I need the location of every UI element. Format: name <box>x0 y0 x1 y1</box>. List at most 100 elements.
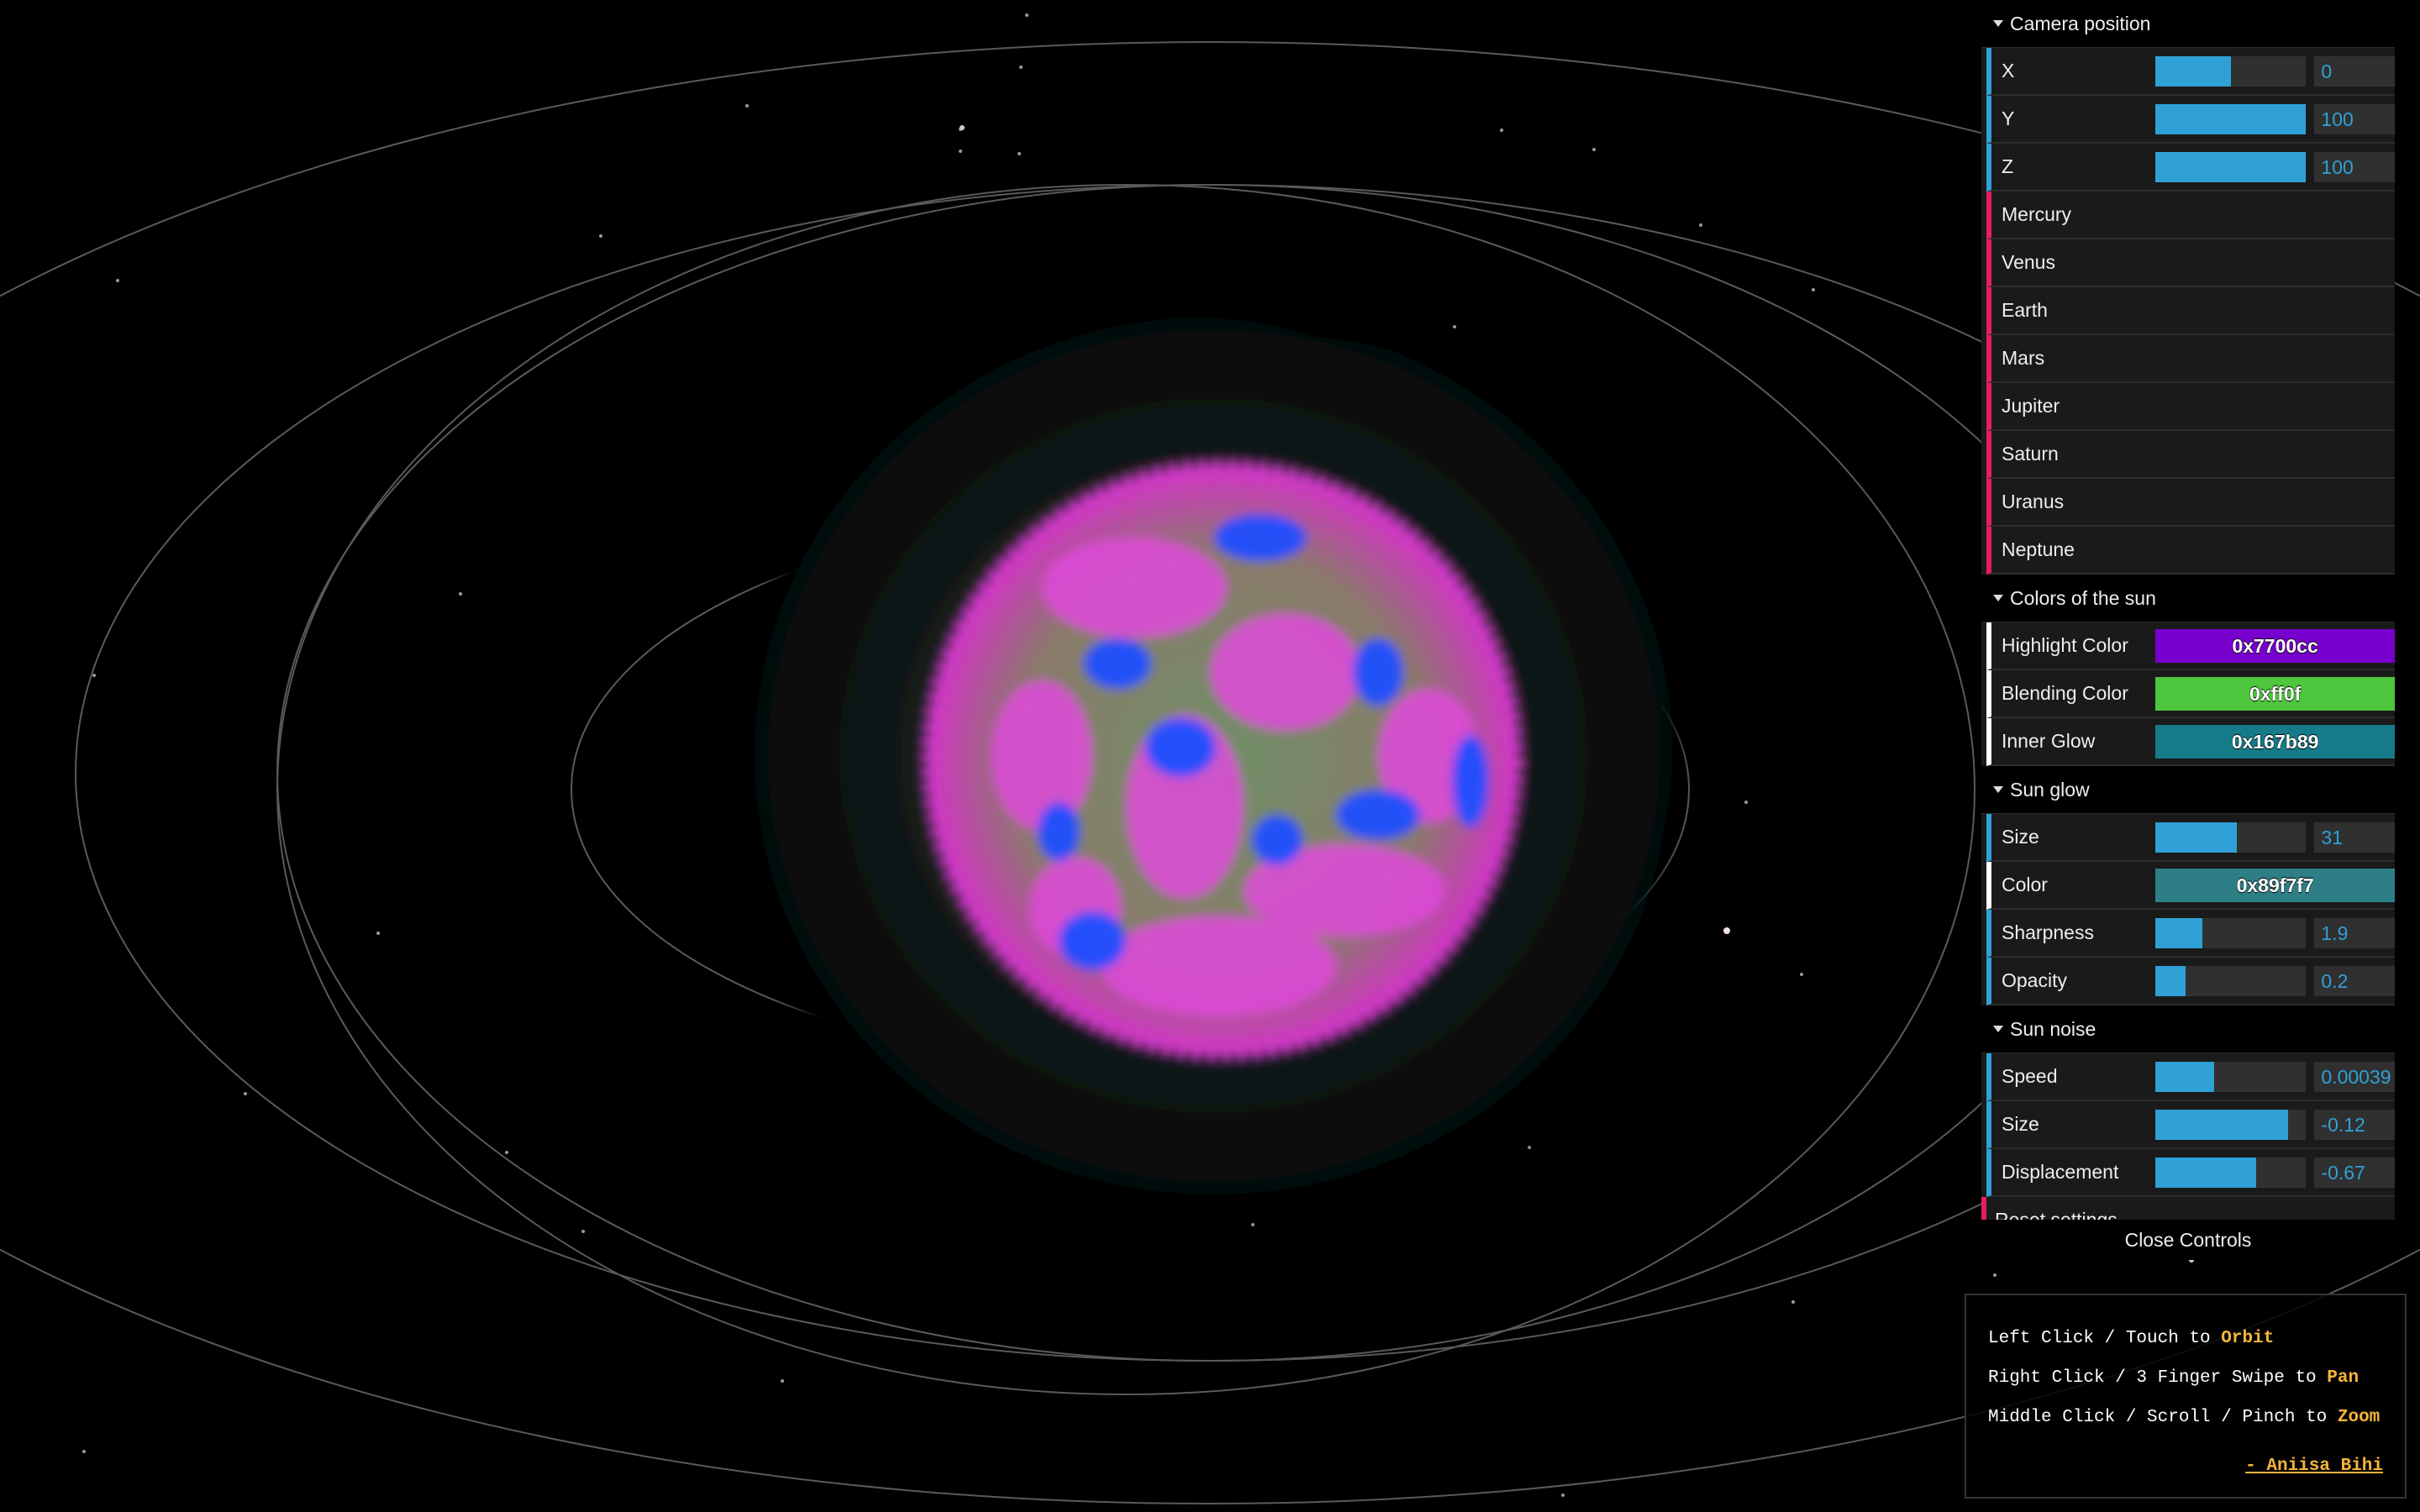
control-label: Highlight Color <box>2002 634 2128 656</box>
glow-sharpness-slider[interactable] <box>2155 917 2307 948</box>
glow-color-control[interactable]: Color 0x89f7f7 <box>1986 862 2395 910</box>
slider-fill <box>2155 822 2237 853</box>
glow-sharpness-input[interactable]: 1.9 <box>2314 917 2396 948</box>
folder-sun-colors[interactable]: Colors of the sun <box>1981 575 2395 622</box>
folder-title: Colors of the sun <box>2010 587 2156 609</box>
help-text: Middle Click / Scroll / Pinch to <box>1988 1408 2338 1427</box>
planet-jupiter-button[interactable]: Jupiter <box>1986 383 2395 431</box>
chevron-down-icon <box>1993 595 2003 601</box>
camera-x-control[interactable]: X 0 <box>1986 48 2396 96</box>
slider-fill <box>2155 965 2186 996</box>
help-zoom-line: Middle Click / Scroll / Pinch to Zoom <box>1988 1408 2380 1427</box>
control-label: Y <box>2002 108 2015 129</box>
chevron-down-icon <box>1993 1026 2003 1032</box>
glow-size-control[interactable]: Size 31 <box>1986 814 2396 862</box>
slider-fill <box>2155 1061 2215 1092</box>
planet-uranus-button[interactable]: Uranus <box>1986 479 2395 527</box>
blending-color-control[interactable]: Blending Color 0xff0f <box>1986 670 2395 718</box>
noise-size-slider[interactable] <box>2155 1109 2307 1140</box>
control-label: Z <box>2002 155 2014 177</box>
control-label: Size <box>2002 826 2039 848</box>
inner-glow-control[interactable]: Inner Glow 0x167b89 <box>1986 718 2395 766</box>
planet-mercury-button[interactable]: Mercury <box>1986 192 2395 239</box>
camera-y-input[interactable]: 100 <box>2314 103 2396 134</box>
planet-earth-button[interactable]: Earth <box>1986 287 2395 335</box>
slider-fill <box>2155 1109 2288 1140</box>
controls-panel: Camera position X 0 Y 100 Z 100 Mercury … <box>1981 0 2396 1245</box>
glow-sharpness-control[interactable]: Sharpness 1.9 <box>1986 910 2396 958</box>
glow-opacity-input[interactable]: 0.2 <box>2314 965 2396 996</box>
folder-sun-glow[interactable]: Sun glow <box>1981 766 2395 814</box>
noise-displacement-slider[interactable] <box>2155 1157 2307 1188</box>
slider-fill <box>2155 917 2202 948</box>
camera-y-slider[interactable] <box>2155 103 2307 134</box>
camera-z-control[interactable]: Z 100 <box>1986 144 2396 192</box>
help-action: Zoom <box>2337 1408 2381 1427</box>
planet-label: Mars <box>2002 347 2045 369</box>
control-label: Blending Color <box>2002 682 2128 704</box>
glow-size-slider[interactable] <box>2155 822 2307 853</box>
slider-fill <box>2155 103 2307 134</box>
control-label: Sharpness <box>2002 921 2094 943</box>
help-text: Left Click / Touch to <box>1988 1329 2222 1348</box>
slider-fill <box>2155 1157 2257 1188</box>
folder-title: Sun glow <box>2010 779 2090 801</box>
noise-size-control[interactable]: Size -0.12 <box>1986 1101 2396 1149</box>
control-label: Size <box>2002 1113 2039 1135</box>
slider-fill <box>2155 55 2231 87</box>
highlight-color-picker[interactable]: 0x7700cc <box>2155 628 2395 663</box>
help-pan-line: Right Click / 3 Finger Swipe to Pan <box>1988 1368 2359 1388</box>
controls-help-box: Left Click / Touch to Orbit Right Click … <box>1965 1294 2407 1499</box>
planet-label: Earth <box>2002 299 2048 321</box>
planet-label: Mercury <box>2002 203 2072 225</box>
control-label: Displacement <box>2002 1161 2119 1183</box>
highlight-color-control[interactable]: Highlight Color 0x7700cc <box>1986 622 2395 670</box>
camera-y-control[interactable]: Y 100 <box>1986 96 2396 144</box>
noise-displacement-control[interactable]: Displacement -0.67 <box>1986 1149 2396 1197</box>
author-credit-link[interactable]: - Aniisa Bihi <box>2245 1457 2383 1476</box>
planet-label: Jupiter <box>2002 395 2060 417</box>
chevron-down-icon <box>1993 786 2003 793</box>
folder-title: Camera position <box>2010 13 2151 34</box>
noise-speed-control[interactable]: Speed 0.00039 <box>1986 1053 2396 1101</box>
help-action: Pan <box>2327 1368 2360 1388</box>
control-label: Color <box>2002 874 2048 895</box>
help-action: Orbit <box>2221 1329 2275 1348</box>
planet-label: Saturn <box>2002 443 2059 465</box>
glow-opacity-slider[interactable] <box>2155 965 2307 996</box>
camera-x-slider[interactable] <box>2155 55 2307 87</box>
planet-neptune-button[interactable]: Neptune <box>1986 527 2395 575</box>
help-text: Right Click / 3 Finger Swipe to <box>1988 1368 2328 1388</box>
inner-glow-picker[interactable]: 0x167b89 <box>2155 724 2395 759</box>
control-label: X <box>2002 60 2015 81</box>
folder-title: Sun noise <box>2010 1018 2096 1040</box>
folder-sun-noise[interactable]: Sun noise <box>1981 1005 2395 1053</box>
planet-venus-button[interactable]: Venus <box>1986 239 2395 287</box>
camera-z-input[interactable]: 100 <box>2314 151 2396 182</box>
planet-saturn-button[interactable]: Saturn <box>1986 431 2395 479</box>
chevron-down-icon <box>1993 20 2003 27</box>
noise-speed-input[interactable]: 0.00039 <box>2314 1061 2396 1092</box>
slider-fill <box>2155 151 2307 182</box>
glow-color-picker[interactable]: 0x89f7f7 <box>2155 868 2395 902</box>
glow-size-input[interactable]: 31 <box>2314 822 2396 853</box>
starfield <box>82 13 2194 1497</box>
camera-z-slider[interactable] <box>2155 151 2307 182</box>
planet-label: Uranus <box>2002 491 2065 512</box>
control-label: Speed <box>2002 1065 2058 1087</box>
folder-camera-position[interactable]: Camera position <box>1981 0 2395 48</box>
close-controls-button[interactable]: Close Controls <box>1981 1220 2395 1260</box>
planet-label: Neptune <box>2002 538 2075 560</box>
camera-x-input[interactable]: 0 <box>2314 55 2396 87</box>
noise-displacement-input[interactable]: -0.67 <box>2314 1157 2396 1188</box>
help-orbit-line: Left Click / Touch to Orbit <box>1988 1329 2274 1348</box>
planet-mars-button[interactable]: Mars <box>1986 335 2395 383</box>
sun <box>919 457 1526 1063</box>
glow-opacity-control[interactable]: Opacity 0.2 <box>1986 958 2396 1005</box>
planet-label: Venus <box>2002 251 2055 273</box>
noise-speed-slider[interactable] <box>2155 1061 2307 1092</box>
control-label: Opacity <box>2002 969 2067 991</box>
blending-color-picker[interactable]: 0xff0f <box>2155 676 2395 711</box>
noise-size-input[interactable]: -0.12 <box>2314 1109 2396 1140</box>
